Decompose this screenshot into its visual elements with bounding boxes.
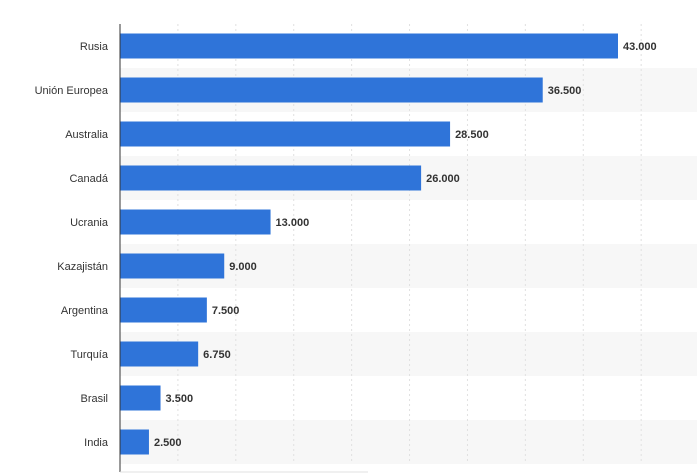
row-band [120,332,697,376]
category-label: Canadá [69,173,108,185]
bar[interactable] [120,341,199,367]
bar[interactable] [120,253,225,279]
bar[interactable] [120,385,161,411]
value-label: 3.500 [166,393,194,405]
value-labels: 43.000 36.500 28.500 26.000 13.000 9.000 7.500… [154,41,657,449]
bar[interactable] [120,165,422,191]
category-label: Turquía [70,349,108,361]
value-label: 13.000 [276,217,310,229]
bar[interactable] [120,429,149,455]
value-label: 28.500 [455,129,489,141]
value-label: 43.000 [623,41,657,53]
category-label: Rusia [80,41,109,53]
category-label: Argentina [61,305,109,317]
bar[interactable] [120,297,207,323]
value-label: 9.000 [229,261,257,273]
bars [120,33,618,455]
bar[interactable] [120,121,451,147]
category-label: Brasil [80,393,108,405]
bar[interactable] [120,209,271,235]
category-labels: Rusia Unión Europea Australia Canadá Ucrania… [35,41,109,449]
value-label: 6.750 [203,349,231,361]
category-label: Australia [65,129,109,141]
category-label: Unión Europea [35,85,109,97]
category-label: Kazajistán [57,261,108,273]
category-label: India [84,437,109,449]
value-label: 36.500 [548,85,582,97]
bar[interactable] [120,33,618,59]
gridlines [177,24,642,464]
category-label: Ucrania [70,217,109,229]
bar[interactable] [120,77,543,103]
value-label: 2.500 [154,437,182,449]
value-label: 26.000 [426,173,460,185]
value-label: 7.500 [212,305,240,317]
row-band [120,420,697,464]
